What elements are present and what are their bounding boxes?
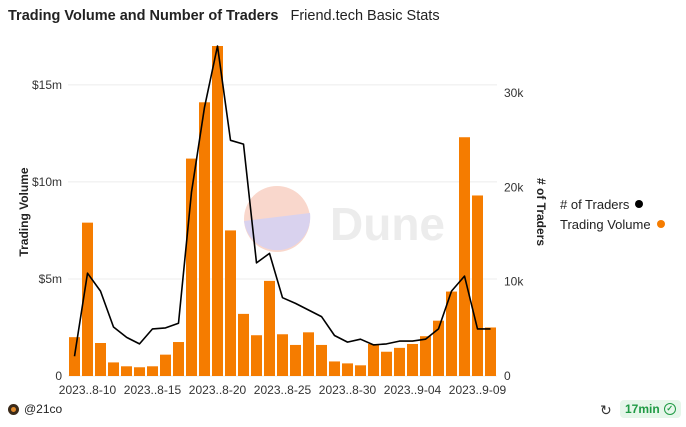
bar — [121, 366, 132, 376]
bar — [69, 337, 80, 376]
bar — [82, 222, 93, 376]
y-tick-label: $10m — [32, 175, 62, 189]
freshness-text: 17min — [625, 402, 660, 416]
x-tick-label: 2023..8-25 — [254, 383, 312, 397]
bar — [459, 137, 470, 376]
bar — [303, 332, 314, 376]
y2-tick-label: 20k — [504, 180, 524, 194]
bar — [238, 313, 249, 376]
bar — [212, 46, 223, 376]
y-axis-left: 0 $5m $10m $15m — [32, 78, 62, 383]
y2-axis-title: # of Traders — [534, 178, 548, 246]
y-tick-label: $5m — [39, 272, 62, 286]
query-name: Friend.tech Basic Stats — [290, 8, 440, 24]
x-tick-label: 2023..8-15 — [124, 383, 182, 397]
x-tick-label: 2023..9-04 — [384, 383, 442, 397]
bar — [329, 361, 340, 376]
chart-title: Trading Volume and Number of Traders — [8, 8, 279, 24]
bar — [446, 291, 457, 376]
legend-label: # of Traders — [560, 196, 630, 212]
freshness-badge: 17min ✓ — [620, 400, 681, 418]
legend-item-volume[interactable]: Trading Volume — [560, 214, 665, 234]
bar — [368, 343, 379, 376]
bar — [394, 347, 405, 376]
check-circle-icon: ✓ — [663, 403, 676, 415]
chart-title-bar: Trading Volume and Number of Traders Fri… — [8, 8, 440, 24]
bar — [95, 343, 106, 376]
bar — [381, 351, 392, 376]
avatar — [8, 403, 19, 415]
legend-item-traders[interactable]: # of Traders — [560, 194, 665, 214]
author-link[interactable]: @21co — [8, 402, 62, 416]
traders-line — [73, 45, 491, 357]
legend-swatch — [635, 200, 644, 208]
bar — [147, 366, 158, 376]
watermark-text: Dune — [330, 198, 445, 250]
y-tick-label: $15m — [32, 78, 62, 92]
x-tick-label: 2023..8-20 — [189, 383, 247, 397]
x-tick-label: 2023..8-30 — [319, 383, 377, 397]
x-axis: 2023..8-10 2023..8-15 2023..8-20 2023..8-25… — [59, 383, 507, 397]
bar — [225, 230, 236, 376]
y2-tick-label: 0 — [504, 369, 511, 383]
bar — [407, 343, 418, 376]
line-series — [73, 45, 491, 357]
y2-tick-label: 30k — [504, 86, 524, 100]
bar — [251, 335, 262, 376]
x-tick-label: 2023..8-10 — [59, 383, 117, 397]
bar — [173, 342, 184, 376]
refresh-icon[interactable]: ↻ — [600, 402, 612, 418]
bar — [433, 320, 444, 376]
bar — [134, 367, 145, 376]
bar — [199, 102, 210, 376]
bar — [420, 336, 431, 376]
legend-swatch — [656, 220, 665, 228]
bar-series — [69, 46, 496, 376]
y-tick-label: 0 — [55, 369, 62, 383]
bar — [290, 344, 301, 376]
y-axis-title: Trading Volume — [17, 167, 31, 256]
chart-legend: # of Traders Trading Volume — [560, 194, 665, 234]
bar — [316, 344, 327, 376]
x-tick-label: 2023..9-09 — [449, 383, 507, 397]
dune-watermark: Dune — [244, 186, 445, 252]
bar — [160, 354, 171, 376]
y2-tick-label: 10k — [504, 275, 524, 289]
bar — [108, 362, 119, 376]
bar — [186, 158, 197, 376]
bar — [485, 327, 496, 376]
y-axis-right: 0 10k 20k 30k — [504, 86, 524, 383]
author-name: @21co — [24, 402, 63, 416]
bar — [355, 365, 366, 376]
dune-logo-lower-icon — [244, 213, 311, 251]
legend-label: Trading Volume — [560, 216, 651, 232]
bar — [264, 280, 275, 376]
bar — [342, 363, 353, 376]
bar — [472, 195, 483, 376]
bar — [277, 334, 288, 376]
